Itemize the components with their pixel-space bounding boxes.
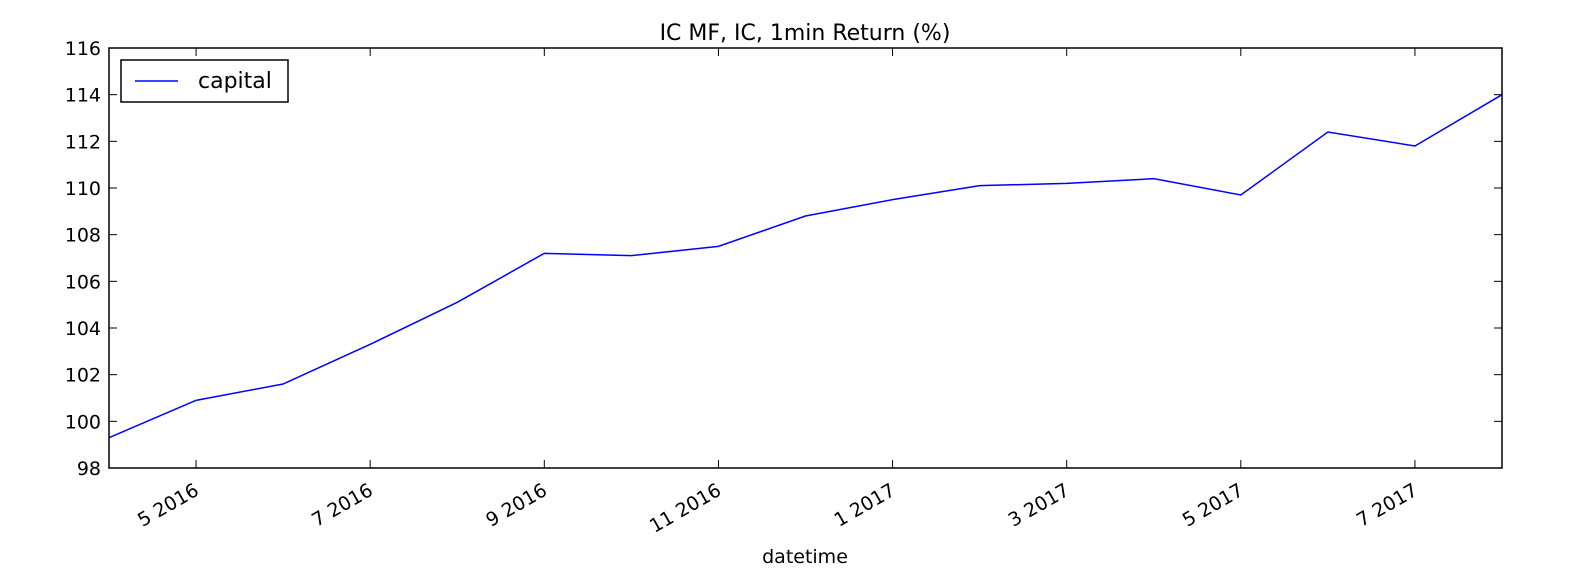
y-tick-label: 102: [65, 365, 101, 387]
y-tick-label: 110: [65, 178, 101, 200]
y-tick-label: 104: [65, 318, 101, 340]
y-tick-label: 100: [65, 411, 101, 433]
legend: capital: [120, 59, 289, 103]
plot-frame: [108, 47, 1503, 469]
x-tick-label: 5 2016: [134, 479, 203, 531]
x-tick-label: 11 2016: [646, 479, 725, 537]
x-tick-label: 1 2017: [830, 479, 899, 531]
legend-label: capital: [198, 69, 272, 94]
y-tick-label: 98: [77, 458, 101, 480]
x-tick-label: 9 2016: [482, 479, 551, 531]
x-tick-label: 5 2017: [1179, 479, 1248, 531]
chart-title: IC MF, IC, 1min Return (%): [660, 21, 951, 46]
x-axis-label: datetime: [762, 546, 848, 568]
y-tick-label: 112: [65, 131, 101, 153]
line-series: [108, 94, 1503, 439]
x-tick-label: 7 2016: [308, 479, 377, 531]
y-tick-label: 108: [65, 225, 101, 247]
y-tick-label: 106: [65, 271, 101, 293]
x-tick-label: 3 2017: [1005, 479, 1074, 531]
y-tick-label: 116: [65, 38, 101, 60]
y-tick-label: 114: [65, 85, 101, 107]
x-tick-label: 7 2017: [1353, 479, 1422, 531]
